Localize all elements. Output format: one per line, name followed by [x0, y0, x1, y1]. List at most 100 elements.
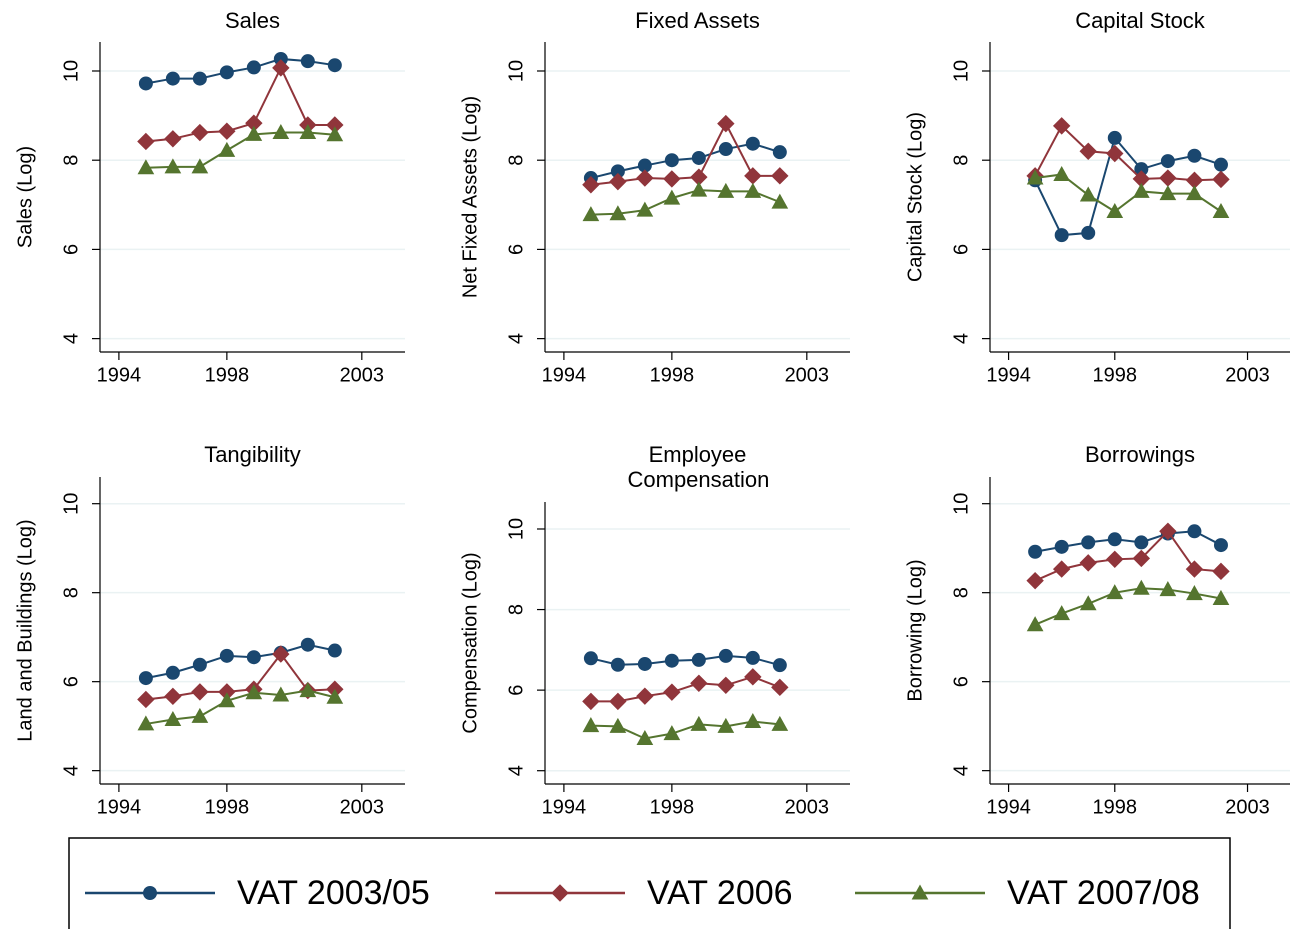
- point: [1185, 560, 1204, 578]
- point: [1053, 605, 1071, 621]
- point: [300, 54, 315, 69]
- point: [1107, 532, 1122, 547]
- panel-title-box: Tangibility: [204, 442, 301, 467]
- panel-title-box: Sales: [224, 8, 281, 33]
- point: [1132, 182, 1150, 198]
- y-tick-label: 4: [505, 333, 527, 344]
- point: [1052, 560, 1071, 578]
- point: [138, 671, 153, 686]
- x-tick-label: 2003: [785, 364, 830, 386]
- point: [1212, 202, 1230, 218]
- y-tick-label: 4: [505, 765, 527, 776]
- point: [245, 684, 263, 700]
- point: [690, 181, 708, 197]
- point: [218, 122, 236, 140]
- point: [246, 650, 261, 665]
- point: [327, 58, 342, 73]
- legend-box: [68, 837, 1231, 929]
- panel-title: Tangibility: [204, 442, 301, 467]
- point: [299, 682, 317, 698]
- point: [1028, 544, 1043, 559]
- point: [1186, 185, 1203, 201]
- point: [191, 707, 209, 723]
- point: [637, 656, 652, 671]
- x-tick-label: 2003: [785, 796, 830, 818]
- point: [636, 201, 654, 217]
- legend-marker: [551, 884, 569, 902]
- y-tick-label: 10: [950, 493, 972, 515]
- y-tick-label: 10: [950, 60, 972, 82]
- point: [1187, 524, 1202, 539]
- x-tick-label: 1998: [1093, 796, 1138, 818]
- point: [137, 159, 155, 175]
- point: [744, 713, 762, 729]
- x-tick-label: 1994: [986, 364, 1031, 386]
- point: [1026, 571, 1044, 590]
- x-tick-label: 2003: [1225, 364, 1270, 386]
- point: [192, 71, 207, 86]
- point: [1026, 616, 1044, 632]
- legend-marker: [143, 886, 157, 900]
- point: [1212, 589, 1230, 605]
- x-tick-label: 1994: [97, 364, 142, 386]
- point: [164, 130, 182, 148]
- point: [609, 172, 627, 191]
- series-line: [1034, 587, 1222, 626]
- point: [1079, 186, 1097, 202]
- x-tick-label: 1994: [542, 796, 587, 818]
- point: [582, 717, 600, 733]
- point: [745, 650, 760, 665]
- y-tick-label: 10: [60, 493, 82, 515]
- point: [663, 683, 681, 701]
- point: [1106, 144, 1124, 163]
- point: [1107, 130, 1122, 145]
- point: [327, 643, 342, 658]
- point: [137, 690, 155, 709]
- point: [772, 145, 787, 160]
- y-tick-label: 6: [60, 244, 82, 255]
- x-tick-label: 1998: [650, 364, 695, 386]
- y-tick-label: 10: [505, 518, 527, 540]
- y-tick-label: 8: [950, 155, 972, 166]
- point: [1026, 169, 1044, 185]
- point: [1212, 170, 1230, 189]
- y-tick-label: 4: [950, 765, 972, 776]
- point: [1212, 562, 1230, 581]
- point: [663, 170, 681, 188]
- x-tick-label: 1998: [205, 796, 250, 818]
- y-tick-label: 8: [505, 604, 527, 615]
- point: [1159, 581, 1177, 597]
- point: [1160, 154, 1175, 169]
- y-axis-label: Capital Stock (Log): [904, 112, 926, 282]
- point: [583, 651, 598, 666]
- point: [1054, 539, 1069, 554]
- y-tick-label: 8: [60, 587, 82, 598]
- legend-label: VAT 2007/08: [1007, 874, 1200, 912]
- point: [137, 132, 155, 151]
- point: [218, 141, 236, 157]
- point: [272, 59, 290, 77]
- point: [744, 182, 762, 198]
- point: [1053, 165, 1071, 181]
- y-axis-label: Sales (Log): [14, 146, 36, 248]
- y-axis-label: Land and Buildings (Log): [14, 519, 36, 741]
- y-tick-label: 8: [950, 587, 972, 598]
- point: [1079, 595, 1097, 611]
- point: [1079, 554, 1097, 572]
- point: [582, 206, 600, 222]
- point: [771, 167, 789, 185]
- point: [299, 124, 317, 140]
- panel-title: Sales: [224, 8, 281, 33]
- point: [191, 123, 209, 142]
- point: [1186, 585, 1203, 601]
- point: [1159, 185, 1177, 201]
- point: [636, 729, 654, 745]
- y-axis-label: Net Fixed Assets (Log): [459, 96, 481, 298]
- point: [609, 692, 627, 711]
- x-tick-label: 1998: [1093, 364, 1138, 386]
- point: [744, 668, 762, 686]
- point: [582, 176, 600, 194]
- point: [164, 687, 182, 706]
- point: [771, 678, 789, 697]
